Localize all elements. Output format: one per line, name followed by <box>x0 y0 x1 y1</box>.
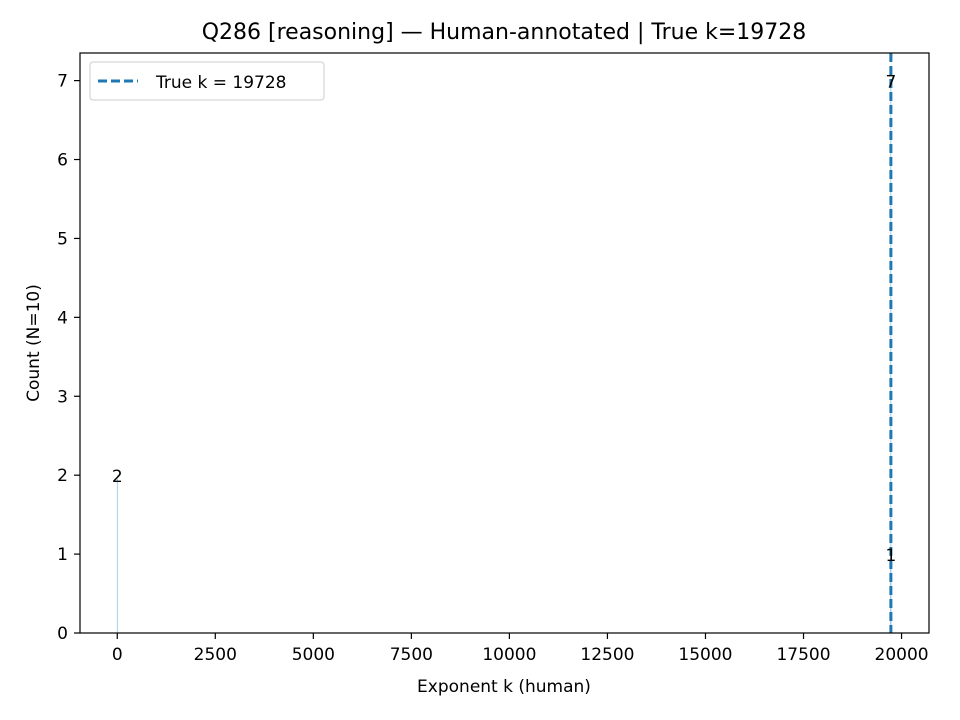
bar-count-label: 1 <box>885 546 896 566</box>
x-tick-label: 2500 <box>194 645 237 665</box>
bar-labels-layer: 2 7 1 <box>112 73 896 566</box>
y-tick-label: 4 <box>57 308 68 328</box>
legend-box <box>89 61 325 101</box>
y-tick-label: 5 <box>57 229 68 249</box>
x-tick-label: 0 <box>112 645 123 665</box>
legend: True k = 19728 <box>89 61 325 101</box>
x-tick-label: 17500 <box>776 645 830 665</box>
x-tick-label: 12500 <box>580 645 634 665</box>
y-tick-label: 6 <box>57 151 68 171</box>
plot-frame <box>79 52 930 634</box>
y-tick-label: 1 <box>57 545 68 565</box>
x-tick-label: 7500 <box>390 645 433 665</box>
legend-entry-true-k: True k = 19728 <box>155 73 287 93</box>
bar-count-label: 7 <box>885 73 896 93</box>
y-tick-label: 0 <box>57 624 68 644</box>
x-axis-label: Exponent k (human) <box>417 677 591 697</box>
x-tick-label: 5000 <box>292 645 335 665</box>
y-tick-label: 2 <box>57 466 68 486</box>
y-tick-label: 3 <box>57 387 68 407</box>
y-axis-label: Count (N=10) <box>24 284 44 402</box>
x-tick-label: 20000 <box>875 645 929 665</box>
x-tick-label: 15000 <box>678 645 732 665</box>
x-tick-label: 10000 <box>482 645 536 665</box>
bar-count-label: 2 <box>112 467 123 487</box>
y-tick-label: 7 <box>57 72 68 92</box>
bar <box>116 475 118 633</box>
chart-title: Q286 [reasoning] — Human-annotated | Tru… <box>202 20 807 45</box>
x-axis-ticks: 0 2500 5000 7500 10000 12500 15000 17500 20000 <box>112 633 929 665</box>
y-axis-ticks: 0 1 2 3 4 5 6 7 <box>57 72 80 644</box>
